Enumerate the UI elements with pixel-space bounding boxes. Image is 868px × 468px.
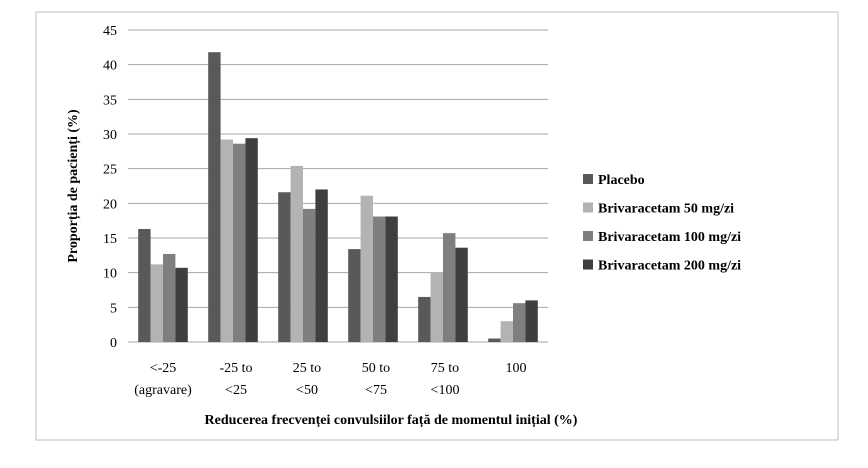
legend-swatch <box>583 231 593 241</box>
x-tick-label: (agravare) <box>134 383 192 398</box>
legend-swatch <box>583 259 593 270</box>
bar <box>513 303 526 342</box>
bar <box>138 228 151 342</box>
bar <box>208 52 221 342</box>
bars <box>138 52 538 342</box>
bar <box>315 189 328 342</box>
bar <box>455 247 468 342</box>
bar <box>525 300 538 342</box>
x-tick-label: <50 <box>296 383 318 398</box>
y-tick-label: 45 <box>103 24 117 39</box>
y-tick-label: 25 <box>103 163 117 178</box>
x-tick-labels: <-25 (agravare) -25 to <25 25 to <50 50 to <75 7… <box>134 361 526 398</box>
bar <box>233 143 246 342</box>
x-tick-label: 25 to <box>293 361 321 376</box>
bar <box>348 249 361 342</box>
bar <box>500 321 513 342</box>
bar <box>373 216 386 342</box>
legend-label: Brivaracetam 200 mg/zi <box>598 259 741 274</box>
x-tick-label: <75 <box>365 383 387 398</box>
y-tick-labels: 0 5 10 15 20 25 30 35 40 45 <box>103 24 117 351</box>
x-axis-title: Reducerea frecvenței convulsiilor față d… <box>205 413 578 428</box>
bar <box>488 338 501 342</box>
legend-label: Brivaracetam 50 mg/zi <box>598 202 734 217</box>
bar <box>443 233 456 342</box>
y-tick-label: 0 <box>110 336 117 351</box>
legend-swatch <box>583 202 593 213</box>
y-tick-label: 40 <box>103 59 117 74</box>
y-tick-label: 35 <box>103 93 117 108</box>
x-tick-label: 50 to <box>362 361 390 376</box>
bar <box>430 272 443 342</box>
bar <box>245 138 258 342</box>
bar <box>150 264 163 342</box>
y-tick-label: 15 <box>103 232 117 247</box>
x-tick-label: <100 <box>431 383 460 398</box>
y-tick-label: 5 <box>110 301 117 316</box>
legend: Placebo Brivaracetam 50 mg/zi Brivaracetam… <box>583 173 741 274</box>
y-tick-label: 10 <box>103 267 117 282</box>
bar <box>418 296 431 342</box>
gridlines <box>128 29 548 343</box>
x-tick-label: 100 <box>506 361 527 376</box>
bar <box>290 165 303 342</box>
legend-swatch <box>583 174 593 184</box>
legend-label: Placebo <box>598 173 645 188</box>
bar <box>163 253 176 342</box>
bar <box>360 195 373 342</box>
bar <box>220 139 233 342</box>
chart-border <box>35 11 839 441</box>
x-tick-label: <25 <box>225 383 247 398</box>
x-tick-label: -25 to <box>219 361 252 376</box>
bar <box>303 208 316 342</box>
y-axis-title: Proporția de pacienți (%) <box>66 109 81 263</box>
x-tick-label: <-25 <box>150 361 177 376</box>
bar <box>175 267 188 342</box>
x-tick-label: 75 to <box>431 361 459 376</box>
legend-label: Brivaracetam 100 mg/zi <box>598 230 741 245</box>
bar <box>278 192 291 342</box>
bar <box>385 216 398 342</box>
y-tick-label: 30 <box>103 128 117 143</box>
y-tick-label: 20 <box>103 197 117 212</box>
